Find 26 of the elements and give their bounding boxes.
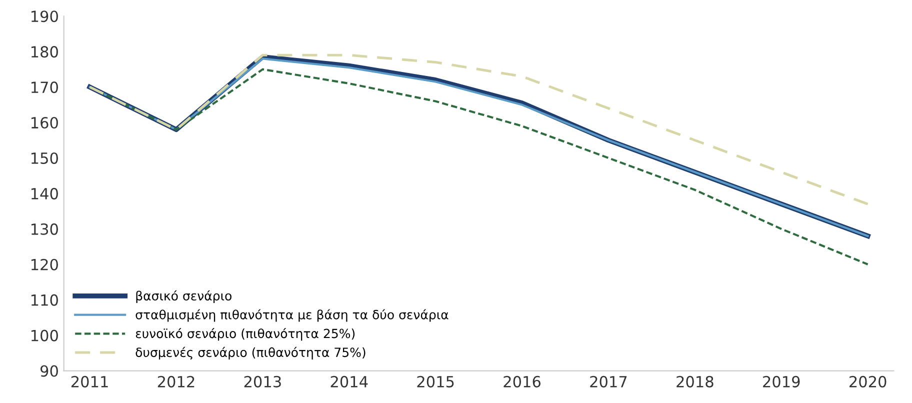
x-tick-label: 2014 (330, 376, 368, 388)
y-tick-label: 90 (40, 365, 58, 377)
x-tick-label: 2012 (158, 376, 194, 388)
line-series (88, 54, 870, 206)
x-tick-label: 2018 (676, 376, 714, 388)
x-tick-label: 2016 (504, 376, 541, 388)
x-tick-label: 2015 (417, 376, 454, 388)
x-tick-label: 2011 (71, 376, 108, 388)
y-tick-label: 130 (31, 223, 58, 235)
y-tick-label: 110 (31, 294, 58, 306)
y-tick-label: 160 (31, 116, 58, 129)
x-tick-label: 2017 (590, 376, 627, 388)
legend-label: σταθμισμένη πιθανότητα με βάση τα δύο σενάρια (136, 309, 448, 322)
y-tick-label: 100 (31, 330, 58, 342)
y-tick-label: 150 (31, 152, 58, 164)
x-tick-label: 2020 (850, 376, 886, 388)
y-tick-label: 170 (31, 82, 58, 94)
y-tick-label: 140 (31, 188, 58, 200)
y-tick-label: 190 (31, 10, 58, 22)
y-tick-label: 120 (31, 258, 58, 270)
x-tick-label: 2019 (763, 376, 800, 388)
x-tick-label: 2013 (244, 376, 281, 388)
legend-label: δυσμενές σενάριο (πιθανότητα 75%) (136, 346, 366, 360)
y-tick-label: 180 (31, 46, 58, 58)
legend-label: ευνοϊκό σενάριο (πιθανότητα 25%) (136, 328, 355, 341)
legend-label: βασικό σενάριο (136, 290, 232, 303)
